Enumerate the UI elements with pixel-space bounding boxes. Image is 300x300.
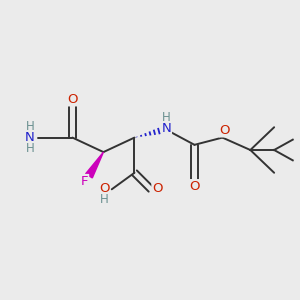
Polygon shape [85,152,103,178]
Text: H: H [26,120,34,133]
Text: O: O [99,182,110,195]
Text: N: N [162,122,171,135]
Text: H: H [100,193,109,206]
Text: H: H [162,111,171,124]
Text: O: O [152,182,163,195]
Text: H: H [26,142,34,155]
Text: O: O [189,180,200,193]
Text: O: O [67,93,78,106]
Text: O: O [219,124,230,137]
Text: N: N [25,131,35,144]
Text: F: F [81,175,88,188]
